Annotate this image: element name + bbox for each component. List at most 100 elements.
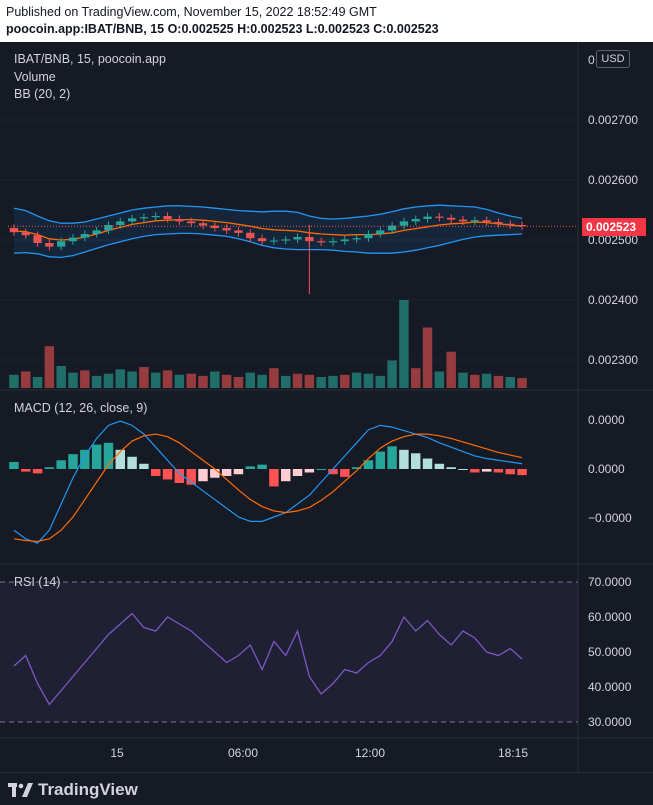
- macd-histogram-bar: [505, 469, 515, 475]
- volume-bar: [363, 373, 374, 388]
- macd-histogram-bar: [9, 462, 19, 469]
- volume-bar: [351, 372, 362, 388]
- macd-histogram-bar: [115, 449, 125, 469]
- macd-histogram-bar: [269, 469, 279, 487]
- volume-bar: [32, 377, 43, 388]
- volume-bar: [162, 370, 173, 388]
- volume-bar: [481, 373, 492, 388]
- volume-bar: [103, 373, 114, 388]
- macd-histogram-bar: [481, 469, 492, 472]
- volume-bar: [221, 374, 232, 388]
- volume-bar: [210, 371, 220, 388]
- bb-upper-line: [13, 204, 523, 224]
- candle-body: [151, 216, 160, 218]
- candle-body: [92, 230, 101, 234]
- macd-histogram-bar: [91, 444, 102, 469]
- tradingview-brand: TradingView: [38, 780, 138, 799]
- candle-body: [234, 230, 243, 233]
- volume-bar: [198, 375, 208, 388]
- rsi-tick-label: 40.0000: [588, 680, 632, 694]
- volume-bar: [269, 368, 279, 388]
- price-tick-label: 0: [588, 53, 595, 67]
- macd-histogram-bar: [103, 442, 114, 469]
- volume-bar: [493, 375, 504, 388]
- volume-bar: [68, 372, 78, 388]
- currency-button[interactable]: USD: [596, 50, 630, 68]
- signal-line: [13, 433, 523, 543]
- volume-bar: [115, 369, 125, 388]
- candle-body: [506, 223, 515, 225]
- volume-legend[interactable]: Volume: [14, 70, 56, 84]
- macd-histogram-bar: [127, 456, 137, 469]
- candle-body: [80, 234, 89, 238]
- macd-tick-label: −0.0000: [588, 511, 632, 525]
- volume-bar: [517, 378, 527, 388]
- candle-body: [435, 216, 444, 218]
- volume-bar: [151, 372, 161, 388]
- volume-bar: [9, 374, 19, 388]
- macd-histogram-bar: [162, 469, 173, 480]
- volume-bar: [139, 367, 149, 388]
- macd-histogram-bar: [470, 469, 480, 473]
- macd-legend[interactable]: MACD (12, 26, close, 9): [14, 401, 148, 415]
- time-tick-label: 12:00: [355, 746, 385, 760]
- candle-body: [364, 234, 373, 239]
- chart-svg[interactable]: 0.002700 0.002600 0.002500 0.002400 0.002300…: [0, 42, 653, 772]
- macd-histogram-bar: [139, 463, 149, 469]
- volume-bar: [292, 373, 303, 388]
- volume-bar: [399, 300, 409, 388]
- candle-body: [139, 217, 149, 219]
- macd-histogram-bar: [493, 469, 504, 473]
- macd-histogram-bar: [399, 449, 409, 469]
- price-tick-label: 0.002500: [588, 233, 638, 247]
- tradingview-logo[interactable]: TradingView: [8, 780, 138, 800]
- macd-histogram-bar: [80, 449, 90, 469]
- candle-body: [447, 217, 456, 220]
- macd-line: [13, 420, 523, 544]
- candle-body: [45, 243, 54, 247]
- candle-body: [399, 221, 409, 226]
- price-tick-label: 0.002300: [588, 353, 638, 367]
- volume-bar: [340, 374, 350, 388]
- candle-body: [411, 219, 420, 222]
- symbol-legend[interactable]: IBAT/BNB, 15, poocoin.app: [14, 52, 166, 66]
- rsi-tick-label: 70.0000: [588, 575, 632, 589]
- publish-info: Published on TradingView.com, November 1…: [6, 5, 377, 19]
- rsi-tick-label: 30.0000: [588, 715, 632, 729]
- macd-histogram-bar: [446, 467, 456, 469]
- volume-bar: [91, 375, 102, 388]
- price-tick-label: 0.002600: [588, 173, 638, 187]
- volume-bar: [281, 375, 291, 388]
- macd-histogram-bar: [375, 451, 385, 469]
- candle-body: [470, 220, 479, 222]
- bb-legend[interactable]: BB (20, 2): [14, 87, 71, 101]
- rsi-legend[interactable]: RSI (14): [14, 575, 61, 589]
- candle-body: [517, 225, 527, 227]
- macd-tick-label: 0.0000: [588, 462, 625, 476]
- time-tick-label: 18:15: [498, 746, 528, 760]
- rsi-tick-label: 60.0000: [588, 610, 632, 624]
- volume-bar: [127, 371, 137, 388]
- bb-lower-line: [13, 232, 523, 259]
- macd-histogram-bar: [517, 469, 527, 476]
- price-tick-label: 0.002700: [588, 113, 638, 127]
- candle-body: [423, 216, 432, 219]
- rsi-line: [13, 612, 523, 706]
- macd-histogram-bar: [174, 469, 185, 483]
- volume-bar: [422, 327, 433, 388]
- candle-body: [175, 219, 184, 222]
- price-tick-label: 0.002400: [588, 293, 638, 307]
- last-price-tag: 0.002523: [582, 218, 646, 236]
- chart-area[interactable]: 0.002700 0.002600 0.002500 0.002400 0.002300…: [0, 42, 653, 772]
- candle-body: [494, 222, 503, 224]
- candle-body: [57, 241, 66, 247]
- volume-bar: [245, 372, 255, 388]
- candle-body: [317, 241, 326, 243]
- candle-body: [68, 237, 78, 242]
- macd-histogram-bar: [422, 458, 433, 469]
- volume-bar: [458, 372, 468, 388]
- macd-histogram-bar: [257, 464, 267, 469]
- macd-histogram-bar: [363, 460, 374, 469]
- candle-body: [269, 240, 279, 242]
- rsi-tick-label: 50.0000: [588, 645, 632, 659]
